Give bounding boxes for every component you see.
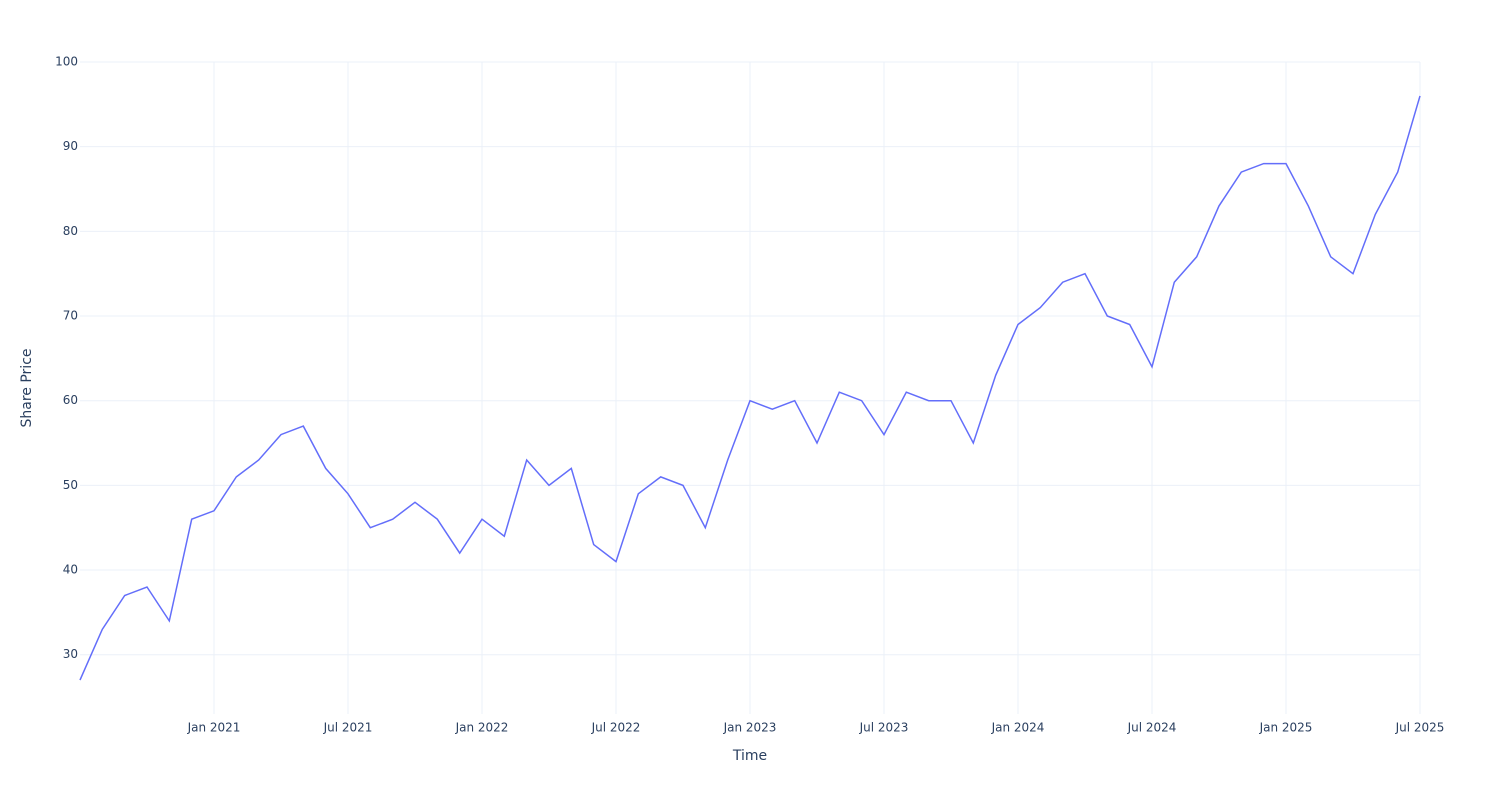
y-axis-title: Share Price [19,348,35,427]
x-tick-label: Jul 2025 [1395,721,1445,735]
x-tick-label: Jul 2022 [591,721,641,735]
x-axis-title: Time [732,748,767,764]
x-tick-label: Jan 2022 [455,721,509,735]
y-tick-label: 80 [63,224,78,238]
price-line [79,95,1421,681]
y-tick-label: 40 [63,563,78,577]
y-tick-label: 60 [63,393,78,407]
y-tick-label: 50 [63,478,78,492]
x-tick-label: Jul 2023 [859,721,909,735]
y-tick-label: 30 [63,647,78,661]
x-tick-label: Jan 2025 [1259,721,1313,735]
y-tick-label: 90 [63,139,78,153]
x-tick-label: Jan 2021 [187,721,241,735]
y-tick-label: 70 [63,309,78,323]
x-tick-label: Jan 2024 [991,721,1045,735]
x-tick-label: Jul 2024 [1127,721,1177,735]
y-tick-label: 100 [55,55,78,69]
x-tick-label: Jul 2021 [323,721,373,735]
x-tick-label: Jan 2023 [723,721,777,735]
